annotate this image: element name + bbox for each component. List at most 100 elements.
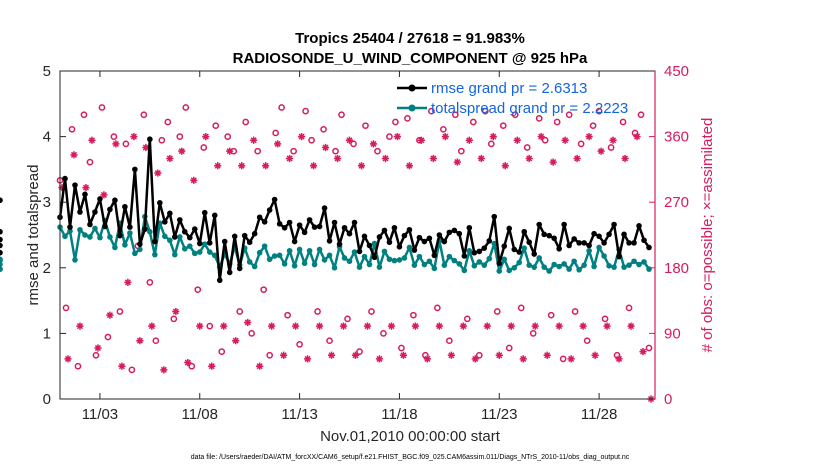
obs-possible-point (314, 308, 321, 315)
obs-possible-point (505, 344, 513, 352)
totalspread-point (147, 228, 153, 235)
totalspread-point (646, 266, 652, 272)
totalspread-point (406, 244, 413, 251)
obs-assimilated-point (214, 162, 222, 170)
legend-rmse-marker (408, 84, 416, 92)
y-tick-label-right: 180 (664, 260, 689, 277)
obs-assimilated-point (58, 184, 66, 192)
rmse-point (491, 213, 498, 220)
obs-assimilated-point (489, 133, 497, 141)
obs-assimilated-point (453, 158, 461, 166)
rmse-point (541, 231, 547, 238)
rmse-point (351, 219, 358, 226)
rmse-point (386, 239, 393, 246)
totalspread-point (586, 247, 592, 254)
y-tick-label-right: 0 (664, 391, 672, 408)
obs-assimilated-point (369, 140, 378, 148)
rmse-point (231, 233, 238, 240)
totalspread-point (551, 261, 557, 268)
obs-assimilated-point (196, 322, 204, 330)
rmse-point (167, 210, 173, 217)
obs-assimilated-point (603, 322, 611, 330)
obs-assimilated-point (136, 337, 144, 345)
obs-possible-point (457, 147, 465, 155)
obs-assimilated-point (142, 143, 150, 152)
totalspread-point (501, 256, 508, 263)
obs-possible-point (386, 133, 393, 140)
obs-possible-point (517, 304, 525, 312)
rmse-point (157, 200, 163, 206)
totalspread-point (591, 263, 597, 270)
rmse-point (336, 241, 343, 247)
x-tick-label: 11/03 (82, 406, 118, 423)
totalspread-point (87, 234, 93, 240)
obs-possible-point (523, 144, 531, 151)
totalspread-point (611, 264, 617, 270)
rmse-point (117, 232, 123, 239)
obs-possible-point (290, 147, 297, 155)
obs-possible-point (595, 107, 603, 115)
obs-assimilated-point (172, 307, 180, 316)
rmse-point (481, 245, 488, 251)
obs-possible-point (338, 111, 345, 119)
totalspread-point (371, 240, 378, 247)
rmse-point (616, 253, 622, 260)
rmse-point (301, 229, 308, 236)
rmse-point (466, 224, 473, 231)
obs-possible-point (469, 118, 477, 126)
y-tick-label-left: 4 (43, 129, 51, 146)
obs-possible-point (434, 304, 441, 312)
obs-possible-point (645, 344, 653, 352)
totalspread-point (271, 253, 278, 259)
obs-possible-point (559, 355, 567, 363)
footer-data-file: data file: /Users/raeder/DAI/ATM_forcXX/… (191, 454, 630, 461)
obs-assimilated-point (118, 362, 126, 370)
obs-assimilated-point (567, 355, 575, 363)
totalspread-point (346, 258, 353, 265)
totalspread-point (132, 250, 138, 257)
rmse-point (72, 182, 78, 188)
obs-assimilated-point (387, 322, 396, 330)
obs-assimilated-point (501, 162, 509, 170)
obs-possible-point (541, 136, 549, 144)
x-tick-label: 11/23 (481, 406, 517, 423)
obs-possible-point (182, 104, 190, 111)
obs-possible-point (128, 366, 136, 374)
obs-assimilated-point (262, 162, 270, 170)
obs-possible-point (236, 308, 244, 315)
obs-assimilated-point (309, 162, 318, 170)
obs-assimilated-point (250, 136, 258, 144)
rmse-point (201, 209, 208, 216)
totalspread-point (181, 245, 188, 252)
rmse-point (556, 245, 562, 252)
obs-assimilated-point (292, 322, 300, 330)
obs-assimilated-point (315, 322, 324, 330)
rmse-point (137, 241, 143, 247)
obs-possible-point (451, 111, 459, 119)
obs-assimilated-point (477, 154, 485, 163)
totalspread-point (416, 253, 423, 260)
totalspread-point (451, 257, 458, 264)
totalspread-point (311, 261, 318, 268)
totalspread-point (426, 258, 433, 265)
obs-possible-point (547, 311, 555, 319)
legend-spread-label: totalspread grand pr = 2.2223 (431, 100, 628, 117)
rmse-point (0, 242, 3, 249)
obs-assimilated-point (333, 154, 342, 163)
obs-assimilated-point (268, 322, 276, 330)
totalspread-point (82, 232, 88, 238)
obs-possible-point (194, 286, 202, 294)
rmse-point (606, 231, 612, 238)
obs-possible-point (206, 322, 214, 330)
obs-assimilated-point (531, 322, 539, 330)
rmse-point (591, 230, 597, 237)
rmse-point (381, 227, 388, 234)
chart-title-line2: RADIOSONDE_U_WIND_COMPONENT @ 925 hPa (233, 50, 588, 67)
obs-assimilated-point (579, 322, 587, 330)
rmse-point (112, 197, 118, 204)
obs-assimilated-point (435, 322, 443, 330)
totalspread-point (331, 265, 338, 271)
totalspread-point (361, 253, 368, 260)
totalspread-point (441, 262, 448, 268)
